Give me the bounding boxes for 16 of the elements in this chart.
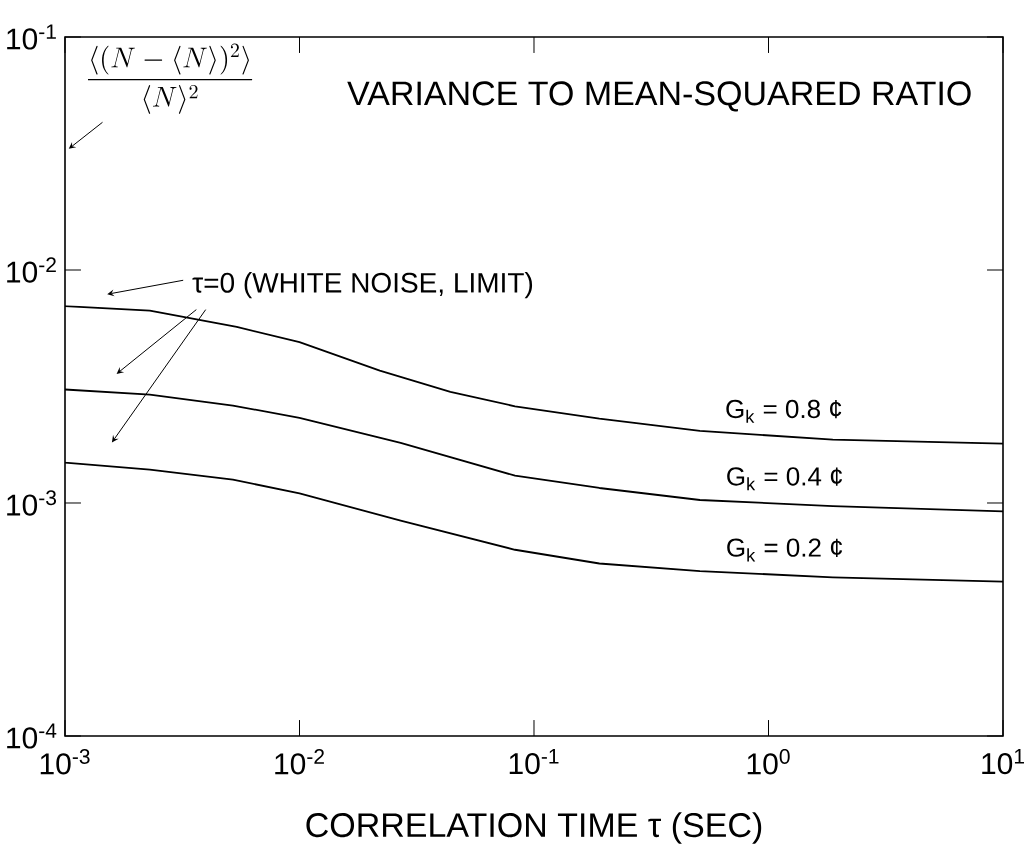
- y-tick-label: 10$^{-1}$: [7, 24, 56, 50]
- series-label: G$_{k}$ = 0.2 ¢: [727, 538, 843, 562]
- series-label: G$_{k}$ = 0.4 ¢: [727, 467, 843, 491]
- x-tick-label: 10$^{-3}$: [40, 749, 90, 775]
- y-tick-label: 10$^{-2}$: [7, 257, 56, 283]
- x-tick-label: 10$^{1}$: [982, 749, 1024, 775]
- y-tick-label: 10$^{-3}$: [7, 490, 57, 516]
- x-axis-title: CORRELATION TIME τ (SEC): [306, 812, 762, 844]
- annotation: τ=0 (WHITE NOISE, LIMIT): [192, 272, 533, 299]
- y-tick-label: 10$^{-4}$: [7, 723, 57, 749]
- text: VARIANCE TO MEAN-SQUARED RATIO: [347, 81, 971, 112]
- x-tick-label: 10$^{-2}$: [275, 749, 324, 775]
- x-tick-label: 10$^{-1}$: [509, 749, 559, 775]
- y-axis-title: $\frac{\langle (N-\langle N\rangle)^{2}\rangle}{\langle N\rangle^{2}}$: [88, 43, 253, 114]
- x-tick-label: 10$^{0}$: [747, 749, 790, 775]
- series-label: G$_{k}$ = 0.8 ¢: [726, 399, 842, 423]
